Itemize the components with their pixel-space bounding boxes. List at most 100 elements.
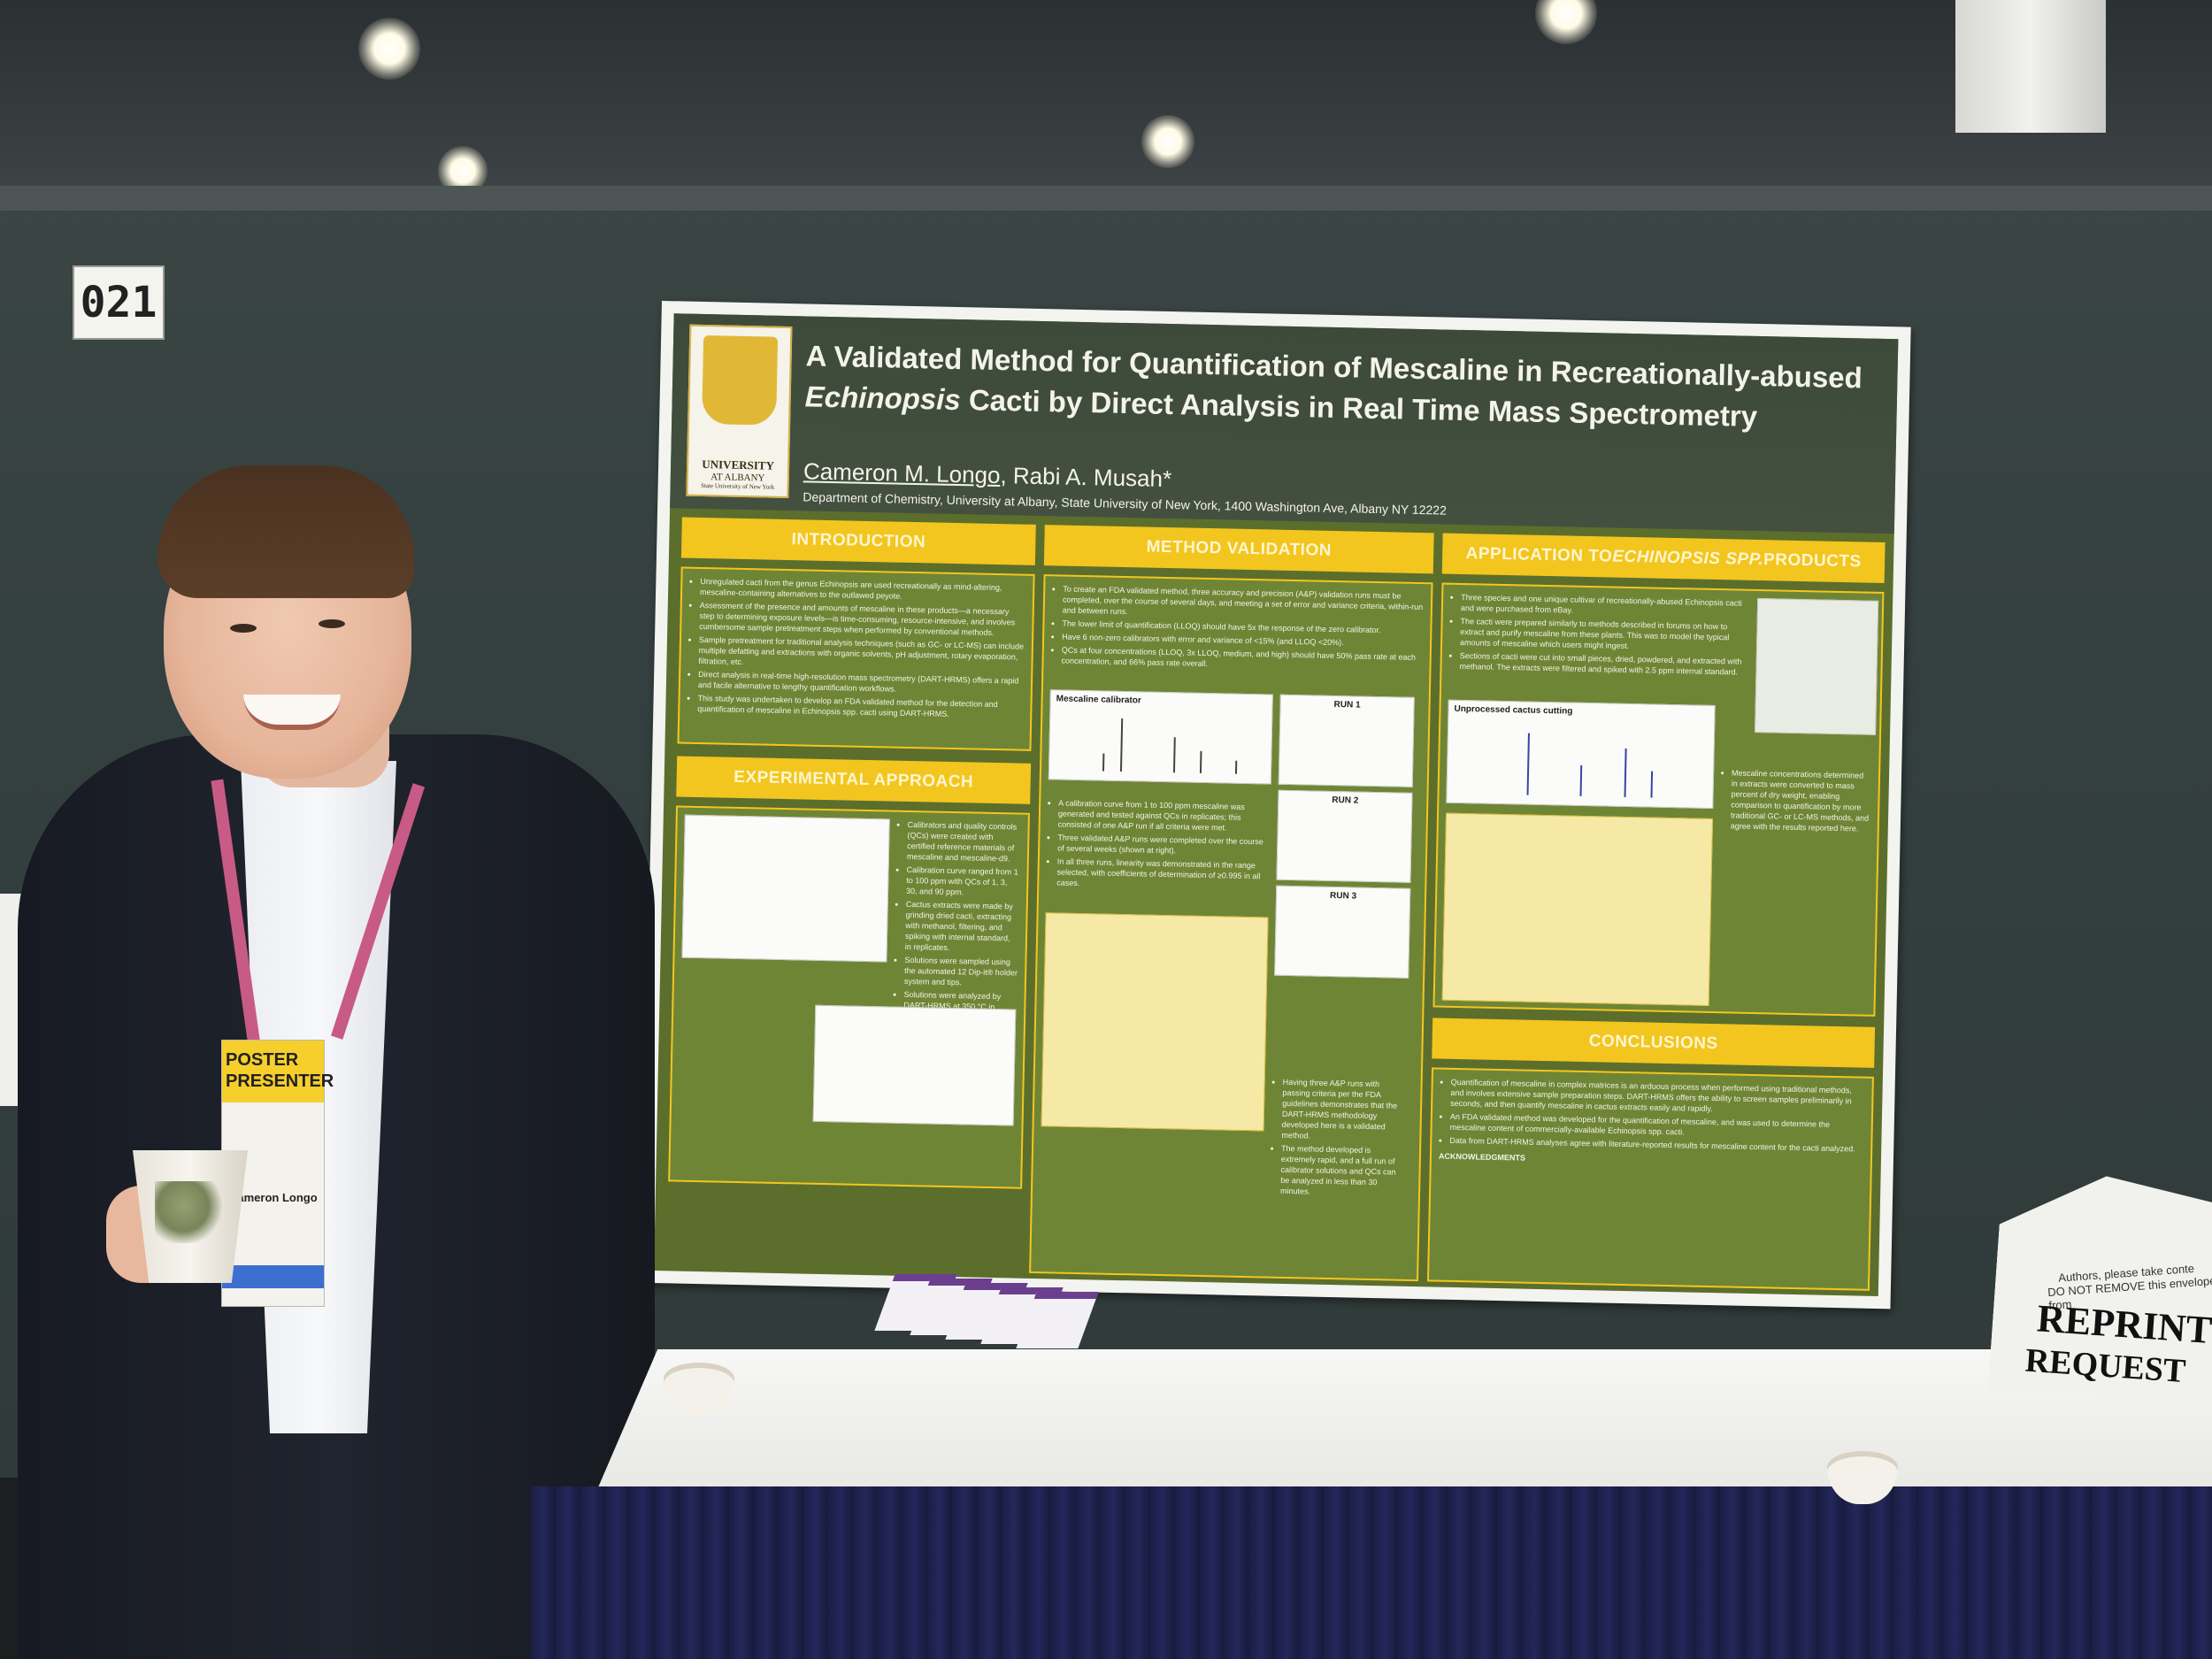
- run-1-calibration-plot: RUN 1: [1278, 694, 1415, 787]
- run-3-calibration-plot: RUN 3: [1274, 885, 1411, 979]
- bullet-item: Calibrators and quality controls (QCs) w…: [907, 819, 1021, 864]
- run-2-calibration-plot: RUN 2: [1276, 789, 1413, 883]
- introduction-bullets: Unregulated cacti from the genus Echinop…: [687, 576, 1025, 721]
- bullet-item: A calibration curve from 1 to 100 ppm me…: [1058, 798, 1270, 834]
- bullet-item: This study was undertaken to develop an …: [697, 693, 1023, 721]
- cactus-photo: [1755, 598, 1879, 735]
- calibrator-figure-label: Mescaline calibrator: [1056, 694, 1141, 706]
- column-2: METHOD VALIDATION To create an FDA valid…: [1029, 525, 1434, 1282]
- conclusions-bullets: Quantification of mescaline in complex m…: [1439, 1077, 1865, 1155]
- application-bullets-2: Mescaline concentrations determined in e…: [1720, 767, 1871, 834]
- method-bullets-bottom-wrap: Having three A&P runs with passing crite…: [1270, 1077, 1405, 1202]
- presenter-eye: [230, 624, 257, 633]
- column-3: APPLICATION TO ECHINOPSIS SPP. PRODUCTS …: [1426, 533, 1886, 1291]
- spectrum-peak: [1102, 753, 1105, 772]
- bullet-item: Calibration curve ranged from 1 to 100 p…: [906, 864, 1020, 899]
- bullet-item: Unregulated cacti from the genus Echinop…: [700, 576, 1025, 604]
- spectrum-peak: [1119, 718, 1124, 772]
- bullet-item: Three species and one unique cultivar of…: [1461, 592, 1751, 619]
- application-bullets-2-wrap: Mescaline concentrations determined in e…: [1720, 767, 1872, 837]
- cup-pattern: [155, 1181, 226, 1243]
- name-badge: POSTER PRESENTER Cameron Longo: [221, 1040, 334, 1307]
- minerva-emblem-icon: [702, 334, 779, 426]
- board-number: 021: [73, 265, 165, 340]
- poster-title: A Validated Method for Quantification of…: [804, 335, 1886, 440]
- bullet-item: Sample pretreatment for traditional anal…: [698, 634, 1025, 673]
- spectrum-peak: [1172, 737, 1176, 773]
- bullet-item: In all three runs, linearity was demonst…: [1056, 856, 1268, 892]
- validation-table: [1041, 912, 1269, 1132]
- bullet-item: Three validated A&P runs were completed …: [1057, 833, 1268, 858]
- board-frame: [0, 186, 2212, 211]
- cactus-figure-label: Unprocessed cactus cutting: [1454, 703, 1573, 717]
- bullet-item: Direct analysis in real-time high-resolu…: [698, 669, 1024, 697]
- poster-authors: Cameron M. Longo, Rabi A. Musah*: [803, 457, 1172, 493]
- cactus-spectrum: Unprocessed cactus cutting: [1446, 699, 1716, 810]
- run-2-label: RUN 2: [1332, 795, 1359, 806]
- application-heading-italic: ECHINOPSIS SPP.: [1612, 547, 1764, 570]
- bullet-item: Sections of cacti were cut into small pi…: [1459, 650, 1749, 678]
- title-italic: Echinopsis: [804, 380, 962, 417]
- table-cup: [1827, 1451, 1898, 1504]
- bullet-item: Mescaline concentrations determined in e…: [1731, 767, 1871, 833]
- conclusions-heading: CONCLUSIONS: [1432, 1018, 1876, 1068]
- application-bullets: Three species and one unique cultivar of…: [1448, 592, 1751, 678]
- spectrum-peak: [1526, 733, 1530, 795]
- bullet-item: Assessment of the presence and amounts o…: [699, 600, 1025, 639]
- spectrum-peak: [1650, 771, 1654, 798]
- bullet-item: Cactus extracts were made by grinding dr…: [905, 899, 1019, 955]
- author-2: Rabi A. Musah*: [1012, 462, 1172, 493]
- bullet-item: The cacti were prepared similarly to met…: [1460, 616, 1751, 654]
- table-skirt: [531, 1486, 2212, 1659]
- bullet-item: Solutions were sampled using the automat…: [904, 955, 1018, 989]
- poster-affiliation: Department of Chemistry, University at A…: [803, 489, 1448, 518]
- experimental-heading: EXPERIMENTAL APPROACH: [676, 756, 1032, 804]
- poster-presenter-ribbon: POSTER PRESENTER: [222, 1041, 334, 1102]
- run-1-label: RUN 1: [1333, 700, 1361, 710]
- column-1: INTRODUCTION Unregulated cacti from the …: [666, 517, 1036, 1264]
- spectrum-peak: [1624, 748, 1627, 797]
- method-bullets-mid: A calibration curve from 1 to 100 ppm me…: [1046, 797, 1269, 892]
- title-part2: Cacti by Direct Analysis in Real Time Ma…: [960, 383, 1758, 433]
- method-heading: METHOD VALIDATION: [1043, 525, 1434, 574]
- bullet-item: QCs at four concentrations (LLOQ, 3x LLO…: [1061, 645, 1432, 674]
- ceiling-light: [1535, 0, 1597, 44]
- bullet-item: The method developed is extremely rapid,…: [1280, 1143, 1403, 1199]
- logo-line1: UNIVERSITY: [702, 457, 775, 472]
- presenter-smile: [243, 695, 341, 730]
- spectrum-peak: [1199, 750, 1202, 773]
- author-1: Cameron M. Longo: [803, 457, 1001, 489]
- application-heading: APPLICATION TO ECHINOPSIS SPP. PRODUCTS: [1441, 533, 1886, 584]
- application-heading-part1: APPLICATION TO: [1465, 544, 1613, 566]
- method-bullets-top: To create an FDA validated method, three…: [1050, 583, 1432, 673]
- application-body: Three species and one unique cultivar of…: [1432, 582, 1885, 1017]
- method-bullets-mid-wrap: A calibration curve from 1 to 100 ppm me…: [1046, 797, 1269, 895]
- introduction-heading: INTRODUCTION: [680, 517, 1036, 565]
- table-cup: [664, 1363, 734, 1416]
- dip-it-figure: [812, 1004, 1017, 1126]
- badge-name: Cameron Longo: [229, 1191, 318, 1204]
- presenter-hair: [157, 465, 414, 598]
- logo-line3: State University of New York: [701, 481, 775, 491]
- poster-body: UNIVERSITY AT ALBANY State University of…: [654, 313, 1899, 1297]
- table-top: [593, 1349, 2212, 1500]
- pillar: [1955, 0, 2106, 133]
- presenter-eye: [319, 619, 345, 628]
- author-separator: ,: [1000, 462, 1014, 489]
- ceiling-light: [358, 18, 420, 80]
- university-logo: UNIVERSITY AT ALBANY State University of…: [686, 324, 793, 499]
- bullet-item: Having three A&P runs with passing crite…: [1281, 1077, 1404, 1143]
- poster: UNIVERSITY AT ALBANY State University of…: [641, 301, 1911, 1310]
- application-bullets-wrap: Three species and one unique cultivar of…: [1448, 592, 1751, 680]
- conclusions-body: Quantification of mescaline in complex m…: [1426, 1067, 1874, 1291]
- ceiling-light: [1141, 115, 1194, 168]
- bullet-item: Quantification of mescaline in complex m…: [1450, 1077, 1865, 1118]
- spectrum-peak: [1579, 764, 1583, 796]
- dart-setup-figure: [681, 814, 890, 963]
- badge-stripe: [222, 1265, 324, 1288]
- experimental-body: Calibrators and quality controls (QCs) w…: [668, 805, 1030, 1189]
- spectrum-peak: [1234, 760, 1238, 774]
- method-body: To create an FDA validated method, three…: [1029, 574, 1433, 1282]
- run-3-label: RUN 3: [1329, 890, 1357, 902]
- acknowledgments-heading: ACKNOWLEDGMENTS: [1438, 1151, 1526, 1163]
